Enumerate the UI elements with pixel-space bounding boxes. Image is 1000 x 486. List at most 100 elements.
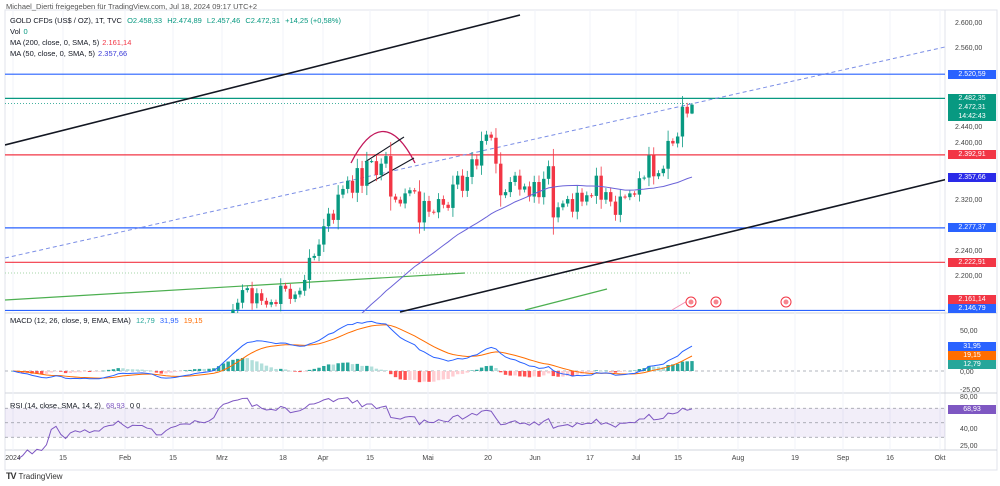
rsi-extra: 0 0 xyxy=(129,401,141,410)
arc-drawing xyxy=(350,131,416,164)
price-pane[interactable] xyxy=(5,14,985,415)
earnings-event-icon-dot xyxy=(688,299,694,305)
candle-body xyxy=(432,211,436,213)
economic-event-icon-dot xyxy=(783,299,789,305)
ohlc-open: O2.458,33 xyxy=(127,16,163,25)
candle-body xyxy=(73,385,76,389)
macd-histogram-bar xyxy=(326,364,331,371)
rsi-legend[interactable]: RSI (14, close, SMA, 14, 2) 68,93 0 0 xyxy=(10,401,143,410)
price-badge-s1: 2.277,37 xyxy=(948,223,996,233)
macd-histogram-bar xyxy=(78,371,82,373)
macd-histogram-bar xyxy=(594,370,599,371)
upper-trendline xyxy=(5,14,521,146)
macd-histogram-bar xyxy=(178,371,183,372)
macd-histogram-bar xyxy=(331,364,336,371)
macd-histogram-bar xyxy=(609,371,613,372)
macd-histogram-bar xyxy=(613,371,618,373)
candle-body xyxy=(64,386,67,400)
candle-body xyxy=(570,199,575,212)
ohlc-change: +14,25 (+0,58%) xyxy=(285,16,341,25)
rsi-axis-label: 25,00 xyxy=(960,443,978,450)
macd-axis-label: -25,00 xyxy=(960,386,980,394)
macd-histogram-bar xyxy=(322,365,326,371)
price-badge-rsi: 68,93 xyxy=(948,404,996,414)
macd-histogram-bar xyxy=(202,368,206,371)
volume-legend[interactable]: Vol 0 xyxy=(10,27,31,36)
macd-legend[interactable]: MACD (12, 26, close, 9, EMA, EMA) 12,79 … xyxy=(10,316,206,325)
candle-body xyxy=(302,279,307,291)
time-axis-label: 15 xyxy=(366,455,374,462)
macd-signal-line xyxy=(12,324,693,379)
macd-histogram-bar xyxy=(412,371,417,380)
flag-channel-upper xyxy=(364,136,405,163)
candle-body xyxy=(50,372,53,385)
rsi-value: 68,93 xyxy=(105,401,125,410)
candle-body xyxy=(546,166,551,179)
macd-histogram-bar xyxy=(537,371,541,377)
ma200-label: MA (200, close, 0, SMA, 5) xyxy=(10,38,100,47)
green-trendline-short xyxy=(524,288,608,311)
symbol-name[interactable]: GOLD CFDs (US$ / OZ), 1T, TVC xyxy=(10,16,122,25)
ma200-legend[interactable]: MA (200, close, 0, SMA, 5) 2.161,14 xyxy=(10,38,134,47)
candle-body xyxy=(298,290,302,295)
macd-histogram-bar xyxy=(398,371,403,380)
candle-body xyxy=(322,226,326,245)
macd-histogram-bar xyxy=(236,358,240,371)
tradingview-brand: TradingView xyxy=(18,471,63,481)
shared-by-header: Michael_Dierti freigegeben für TradingVi… xyxy=(6,2,258,11)
candle-body xyxy=(589,195,594,197)
macd-histogram-bar xyxy=(317,367,321,371)
candle-body xyxy=(131,381,134,387)
price-axis-label: 2.200,00 xyxy=(955,272,983,280)
macd-histogram-bar xyxy=(632,370,637,372)
candle-body xyxy=(112,379,115,380)
time-axis-label: Mai xyxy=(422,455,434,462)
macd-histogram-bar xyxy=(197,368,202,371)
macd-histogram-bar xyxy=(389,371,393,375)
macd-histogram-bar xyxy=(465,371,469,373)
macd-histogram-bar xyxy=(111,369,116,371)
candle-body xyxy=(398,199,403,204)
candle-body xyxy=(336,194,340,220)
candle-body xyxy=(288,288,293,299)
macd-histogram-bar xyxy=(269,367,273,371)
macd-histogram-bar xyxy=(494,368,498,371)
macd-histogram-bar xyxy=(503,371,508,375)
macd-histogram-bar xyxy=(49,371,53,373)
ma50-legend[interactable]: MA (50, close, 0, SMA, 5) 2.357,66 xyxy=(10,49,130,58)
macd-histogram-bar xyxy=(513,371,517,376)
time-axis-label: 19 xyxy=(791,455,799,462)
macd-histogram-bar xyxy=(102,370,106,372)
candle-body xyxy=(666,140,670,169)
candle-body xyxy=(374,161,379,176)
macd-histogram-bar xyxy=(455,371,460,375)
price-axis-label: 2.400,00 xyxy=(955,140,983,147)
macd-histogram-bar xyxy=(73,371,77,373)
macd-histogram-bar xyxy=(307,369,312,371)
macd-histogram-bar xyxy=(422,371,426,382)
macd-histogram-bar xyxy=(312,368,316,371)
candle-body xyxy=(269,302,273,305)
symbol-legend: GOLD CFDs (US$ / OZ), 1T, TVC O2.458,33 … xyxy=(10,16,344,25)
candle-body xyxy=(470,159,474,177)
tradingview-logo[interactable]: TV TradingView xyxy=(6,471,63,481)
macd-histogram-bar xyxy=(527,371,532,378)
candle-body xyxy=(575,192,579,212)
candle-body xyxy=(508,182,512,193)
macd-histogram-bar xyxy=(484,366,489,371)
candle-body xyxy=(78,385,81,390)
time-axis-label: Feb xyxy=(118,455,132,462)
ohlc-high: H2.474,89 xyxy=(167,16,202,25)
candle-body xyxy=(212,375,215,381)
time-axis-label: Apr xyxy=(317,455,329,462)
macd-histogram-bar xyxy=(159,371,163,374)
candle-body xyxy=(45,385,48,388)
macd-histogram-bar xyxy=(59,371,63,372)
macd-histogram-bar xyxy=(479,367,484,371)
candle-body xyxy=(671,140,675,144)
candle-body xyxy=(499,163,503,196)
macd-histogram-bar xyxy=(666,365,670,371)
macd-histogram-bar xyxy=(628,370,632,372)
price-badge-macd: 31,95 xyxy=(948,341,996,351)
